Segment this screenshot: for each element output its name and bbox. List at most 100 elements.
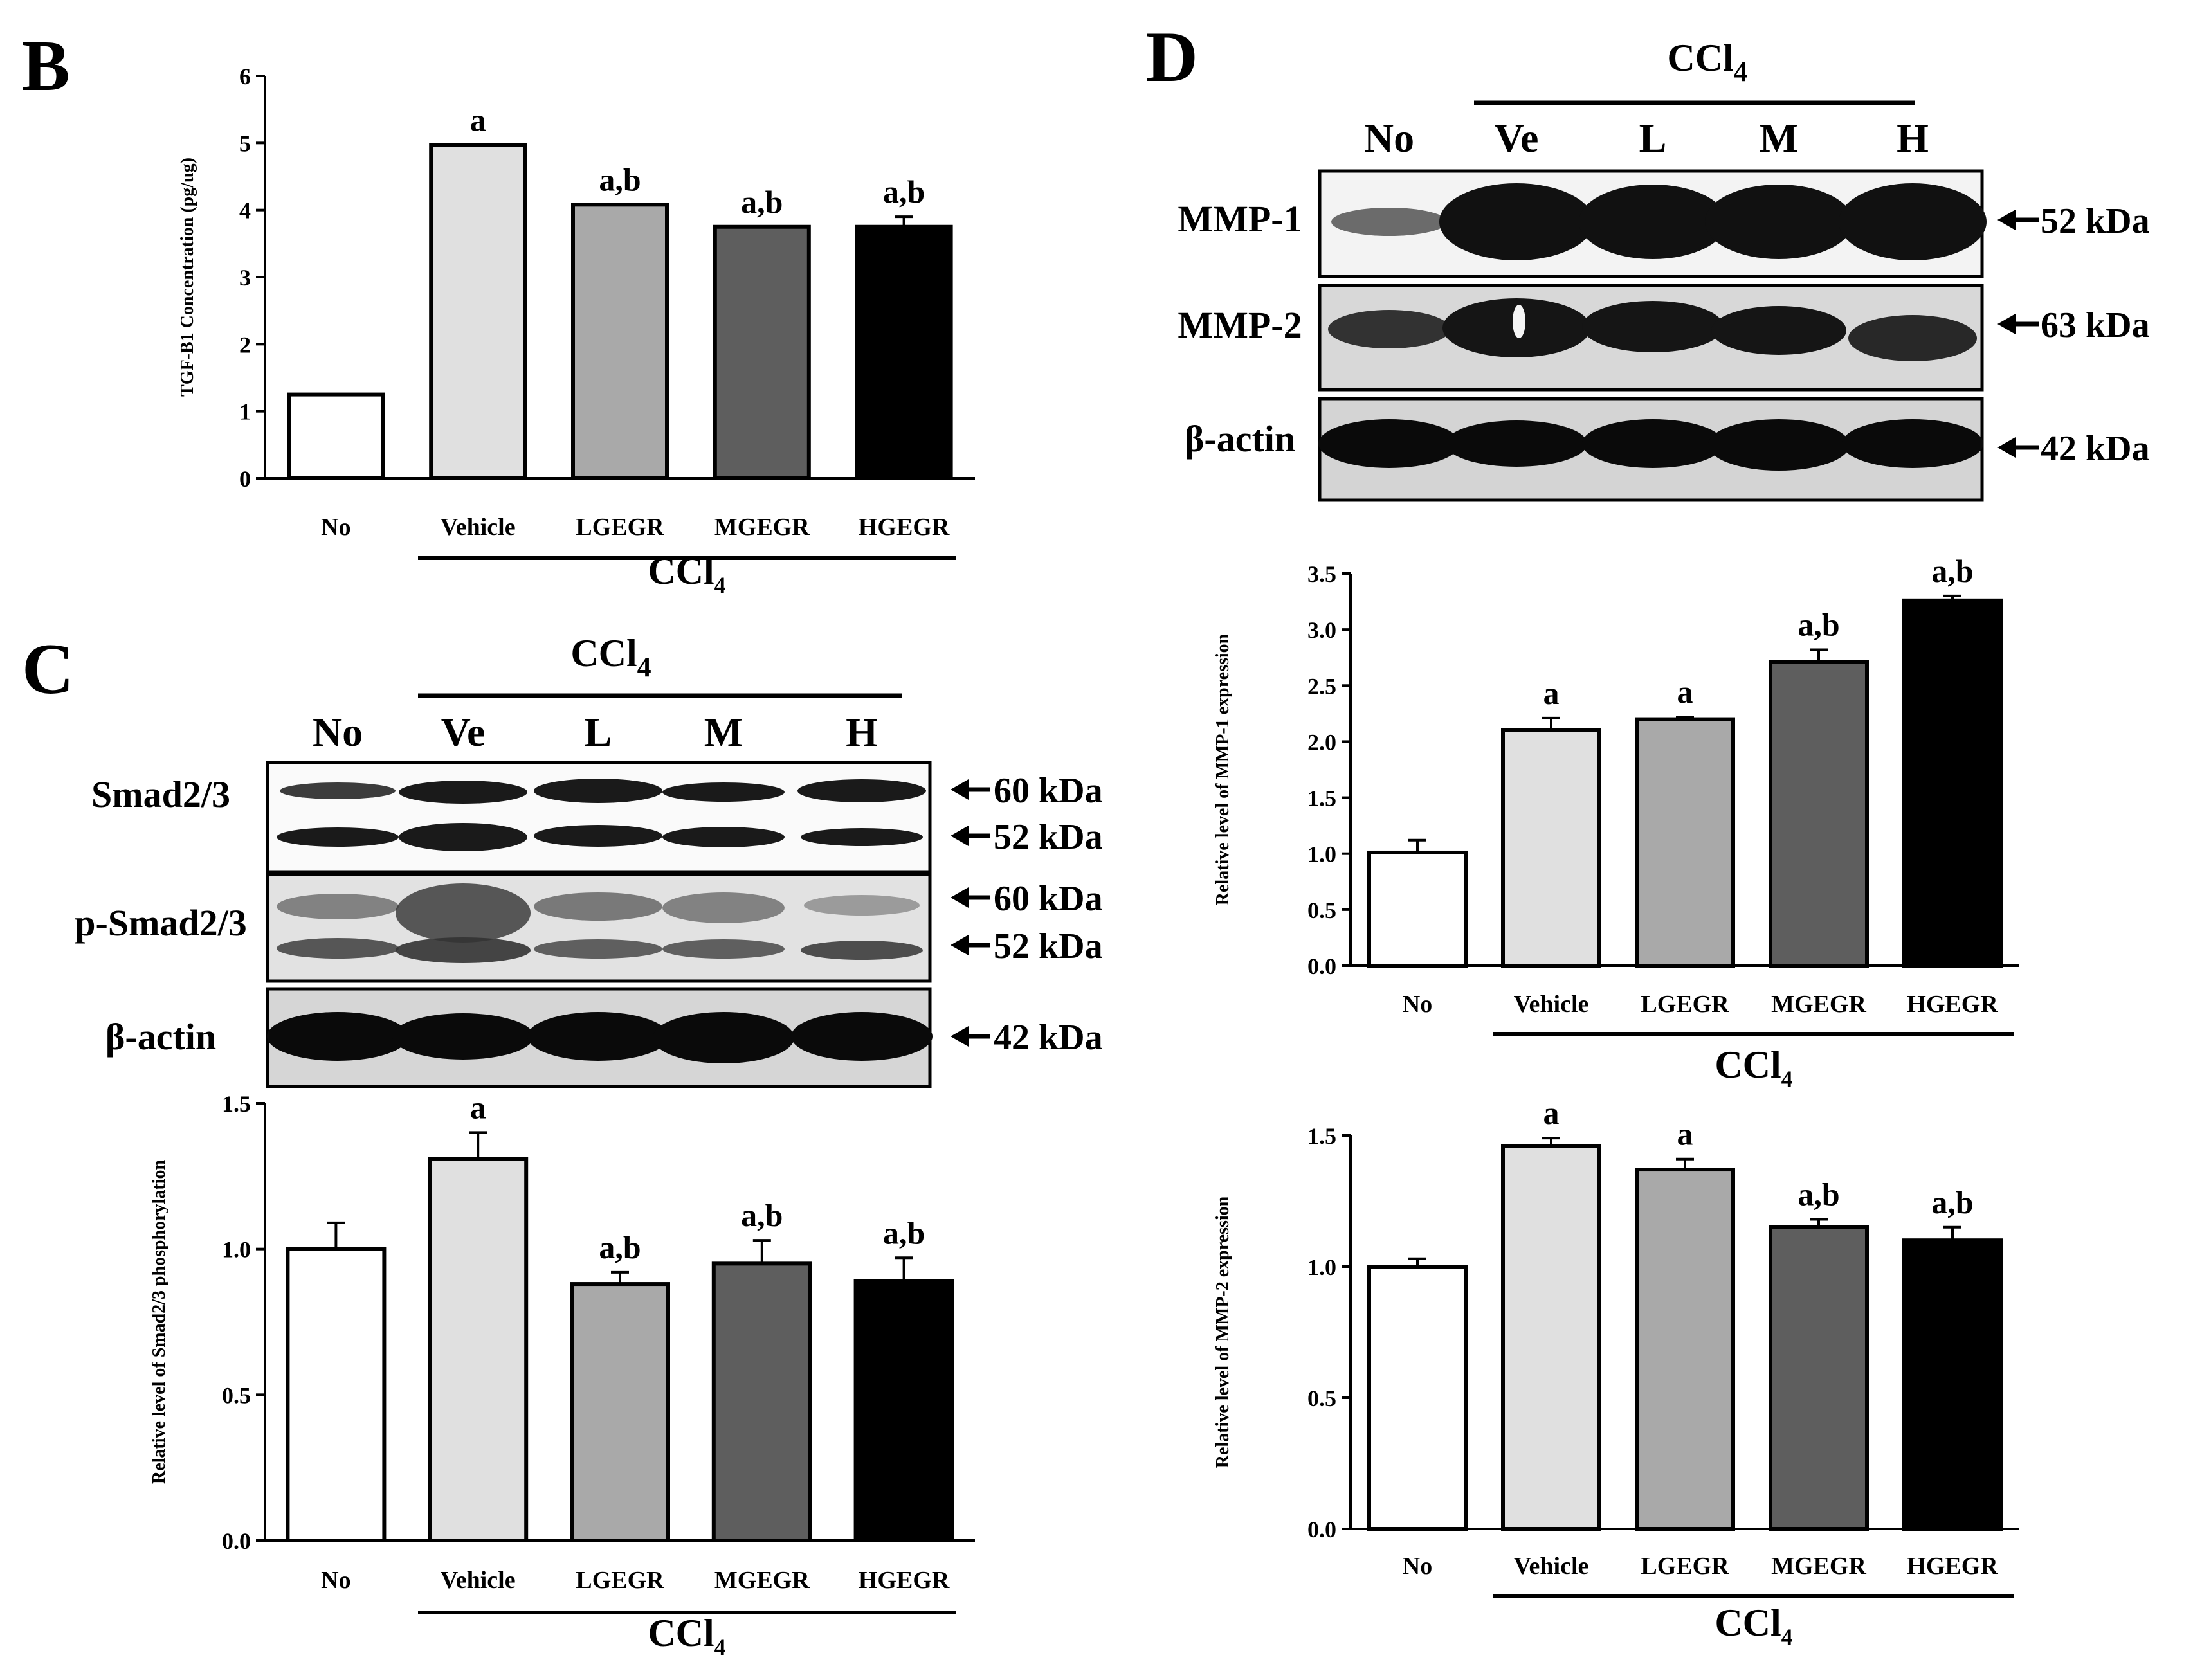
chart-d1-y-tick-label: 1.5 [1307, 786, 1336, 811]
chart-d-mmp1-expression: 0.0 0.5 1.0 1.5 2.0 2.5 3.0 3.5 Relative level o… [1213, 553, 2019, 1092]
chart-c-y-tick-label: 0.0 [222, 1528, 251, 1554]
blot-c-psmad-box [266, 872, 932, 983]
blot-c-treatment: CCl4 [570, 632, 651, 683]
chart-d2-y-tick-label: 0.5 [1307, 1386, 1336, 1411]
chart-d2-bar-3 [1769, 1225, 1869, 1531]
chart-d1-sig-label-1: a [1543, 675, 1560, 711]
chart-c-bar-4 [853, 1279, 954, 1542]
chart-d1-sig-label-2: a [1677, 674, 1693, 710]
chart-d1-category-label-3: MGEGR [1771, 991, 1866, 1018]
chart-c-sig-label-3: a,b [741, 1197, 783, 1233]
blot-c-actin-bands [267, 1012, 933, 1063]
chart-c-smad-phosphorylation: 0.0 0.5 1.0 1.5 Relative level of Smad2/3 ph… [149, 1089, 975, 1660]
blot-d-lane-ve: Ve [1495, 115, 1539, 161]
chart-d2-y-label: Relative level of MMP-2 expression [1213, 1196, 1233, 1468]
chart-b-sig-label-2: a,b [599, 161, 641, 197]
chart-b-bar-4 [855, 224, 953, 480]
chart-d1-y-label: Relative level of MMP-1 expression [1213, 633, 1233, 905]
blot-c-marker-52-top: 52 kDa [951, 817, 1103, 857]
chart-d2-y-tick-label: 0.0 [1307, 1517, 1336, 1542]
chart-c-bar-0 [286, 1247, 387, 1542]
chart-c-category-label-1: Vehicle [441, 1567, 516, 1594]
chart-b-bar-1 [429, 143, 527, 481]
chart-d1-category-label-2: LGEGR [1641, 991, 1729, 1018]
western-blot-c: CCl4 No Ve L M H Smad2/3 [75, 632, 1103, 1088]
chart-d1-y-tick-label: 0.5 [1307, 898, 1336, 923]
chart-b-y-tick-label: 0 [239, 466, 251, 492]
chart-d2-bar-4 [1902, 1238, 2003, 1531]
chart-d1-y-tick-label: 0.0 [1307, 953, 1336, 979]
chart-d2-category-label-4: HGEGR [1907, 1553, 1998, 1580]
blot-c-marker-42: 42 kDa [951, 1018, 1103, 1058]
chart-d2-category-label-1: Vehicle [1514, 1553, 1589, 1580]
chart-d1-bar-3 [1769, 660, 1869, 968]
chart-d2-category-label-0: No [1403, 1553, 1432, 1580]
svg-text:60 kDa: 60 kDa [994, 879, 1103, 919]
svg-text:42 kDa: 42 kDa [994, 1018, 1103, 1058]
blot-d-row-actin: β-actin [1185, 418, 1295, 460]
blot-d-lane-h: H [1897, 115, 1929, 161]
blot-c-lane-m: M [704, 709, 743, 755]
chart-c-category-label-0: No [321, 1567, 350, 1594]
chart-b-y-tick-label: 3 [239, 265, 251, 291]
chart-d2-bar-0 [1367, 1265, 1468, 1531]
blot-c-marker-52-mid: 52 kDa [951, 926, 1103, 966]
chart-c-category-label-2: LGEGR [576, 1567, 664, 1594]
chart-b-y-tick-label: 2 [239, 332, 251, 357]
blot-c-marker-60-top: 60 kDa [951, 771, 1103, 811]
chart-d1-y-tick-label: 3.0 [1307, 617, 1336, 643]
chart-c-bar-3 [711, 1261, 812, 1543]
chart-c-category-label-4: HGEGR [859, 1567, 950, 1594]
chart-b-y-tick-label: 4 [239, 198, 251, 224]
svg-text:42 kDa: 42 kDa [2041, 429, 2150, 469]
chart-b-category-label-4: HGEGR [859, 514, 950, 541]
chart-c-y-tick-label: 1.5 [222, 1091, 251, 1117]
blot-d-row-mmp2: MMP-2 [1178, 304, 1302, 346]
blot-d-mmp1-bands [1331, 183, 1987, 260]
chart-d1-y-tick-label: 2.5 [1307, 673, 1336, 699]
chart-d-mmp2-expression: 0.0 0.5 1.0 1.5 Relative level of MMP-2 expr… [1213, 1095, 2019, 1650]
blot-c-lane-h: H [846, 709, 878, 755]
blot-c-lane-ve: Ve [441, 709, 486, 755]
blot-d-lane-l: L [1639, 115, 1667, 161]
blot-d-mmp2-artifact [1513, 305, 1525, 338]
chart-d1-y-tick-label: 1.0 [1307, 842, 1336, 867]
blot-c-smad-bands [277, 779, 926, 851]
blot-c-row-actin: β-actin [105, 1016, 216, 1058]
blot-d-lane-no: No [1364, 115, 1414, 161]
chart-b-y-tick-label: 5 [239, 131, 251, 156]
chart-c-sig-label-4: a,b [883, 1215, 925, 1251]
chart-c-sig-label-1: a [470, 1089, 486, 1125]
chart-c-y-tick-label: 0.5 [222, 1382, 251, 1408]
blot-d-marker-42: 42 kDa [1997, 429, 2150, 469]
chart-c-category-label-3: MGEGR [714, 1567, 810, 1594]
western-blot-d: CCl4 No Ve L M H MMP-1 MMP-2 [1178, 37, 2150, 502]
chart-d2-sig-label-3: a,b [1797, 1177, 1839, 1213]
chart-b-sig-label-4: a,b [883, 174, 925, 210]
blot-d-marker-52: 52 kDa [1997, 201, 2150, 241]
svg-text:63 kDa: 63 kDa [2041, 305, 2150, 345]
chart-d2-category-label-2: LGEGR [1641, 1553, 1729, 1580]
chart-d2-group-label: CCl4 [1715, 1602, 1792, 1650]
chart-d1-sig-label-3: a,b [1797, 607, 1839, 643]
panel-label-d: D [1146, 17, 1198, 97]
chart-b-category-label-3: MGEGR [714, 514, 810, 541]
chart-b-bar-0 [287, 392, 385, 480]
chart-d2-sig-label-4: a,b [1931, 1184, 1973, 1220]
chart-b-y-tick-label: 1 [239, 399, 251, 425]
chart-d1-y-tick-label: 3.5 [1307, 561, 1336, 587]
blot-c-lane-no: No [313, 709, 363, 755]
chart-d1-bar-1 [1501, 728, 1601, 968]
chart-c-bar-2 [570, 1282, 670, 1542]
chart-b-y-tick-label: 6 [239, 64, 251, 89]
chart-b-category-label-0: No [321, 514, 350, 541]
chart-d2-y-tick-label: 1.5 [1307, 1123, 1336, 1149]
chart-d1-category-label-4: HGEGR [1907, 991, 1998, 1018]
chart-d1-y-tick-label: 2.0 [1307, 729, 1336, 755]
blot-c-psmad-bands [277, 883, 923, 963]
svg-text:60 kDa: 60 kDa [994, 771, 1103, 811]
chart-c-bar-1 [428, 1157, 529, 1542]
chart-d2-sig-label-1: a [1543, 1095, 1560, 1131]
chart-b-bar-2 [571, 203, 669, 480]
chart-b-category-label-1: Vehicle [441, 514, 516, 541]
